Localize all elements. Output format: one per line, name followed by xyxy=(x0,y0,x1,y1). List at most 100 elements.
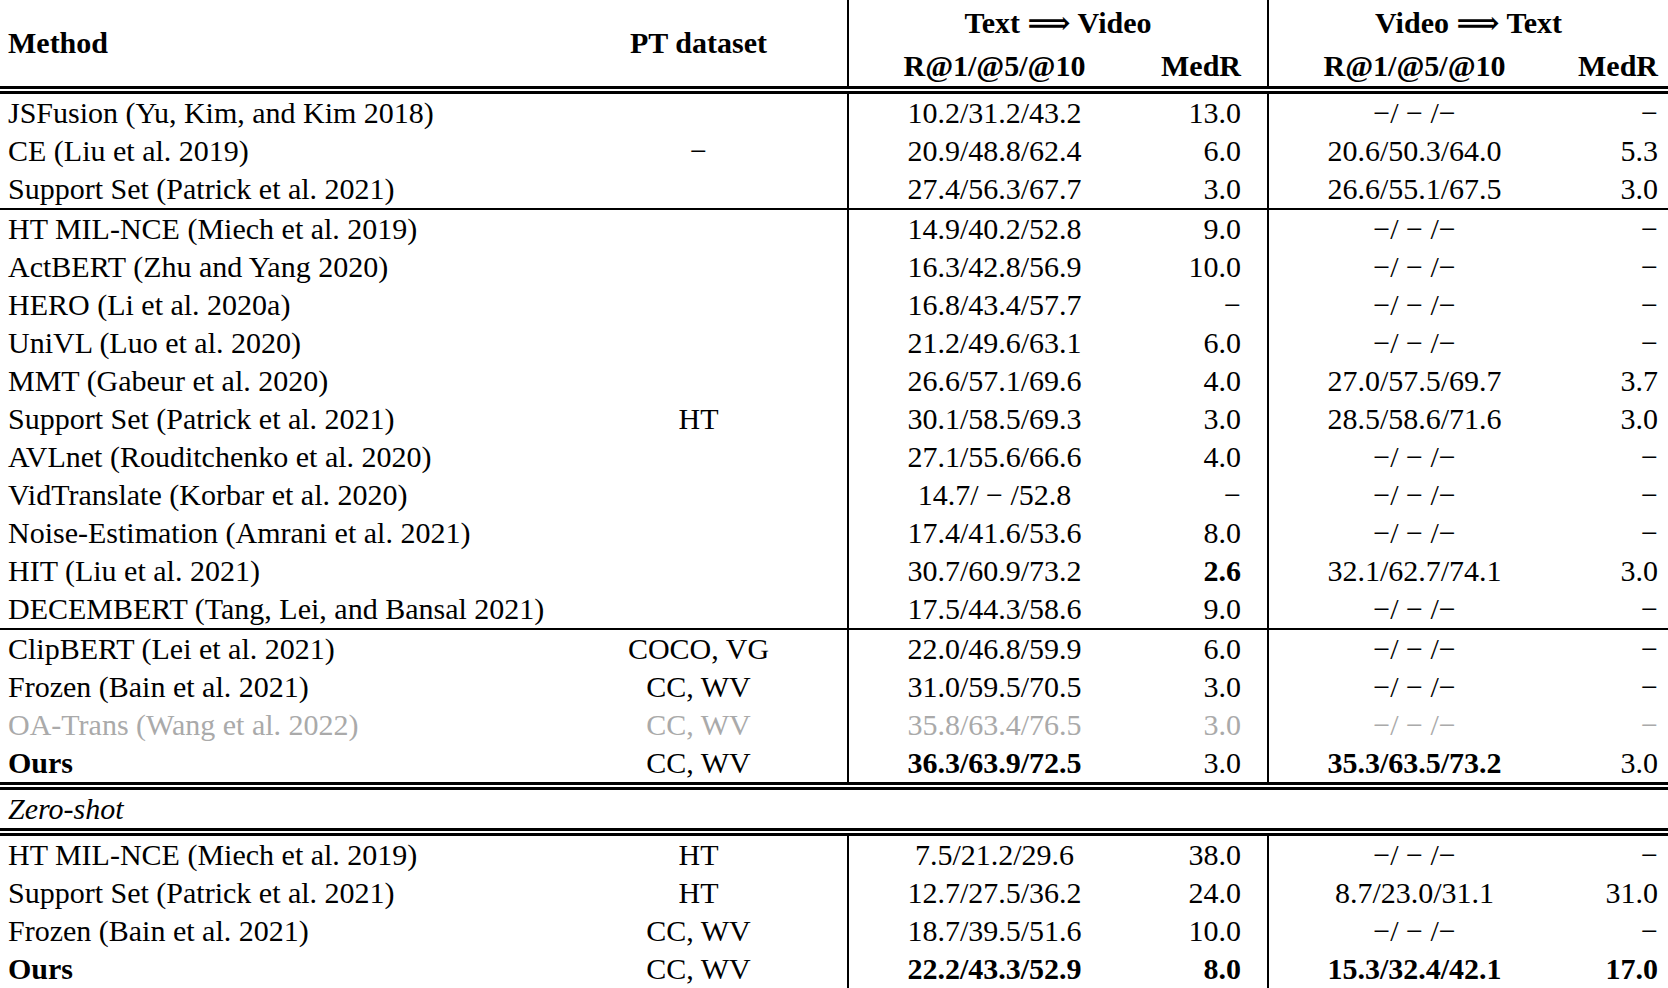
pt-dataset-cell: COCO, VG xyxy=(550,629,848,668)
method-cell: Support Set (Patrick et al. 2021) xyxy=(0,400,550,438)
table-row: JSFusion (Yu, Kim, and Kim 2018)10.2/31.… xyxy=(0,90,1668,132)
col-group-video-to-text: Video ⟹ Text xyxy=(1268,0,1668,45)
col-header-v2t-recall: R@1/@5/@10 xyxy=(1268,45,1560,90)
v2t-medr-cell: 3.0 xyxy=(1560,552,1668,590)
t2v-recall-cell: 31.0/59.5/70.5 xyxy=(848,668,1140,706)
t2v-medr-cell: 3.0 xyxy=(1140,170,1268,209)
v2t-medr-cell: − xyxy=(1560,668,1668,706)
t2v-medr-cell: 3.0 xyxy=(1140,744,1268,786)
col-header-v2t-medr: MedR xyxy=(1560,45,1668,90)
v2t-recall-cell: −/ − /− xyxy=(1268,286,1560,324)
pt-dataset-cell xyxy=(550,438,848,476)
t2v-medr-cell: 38.0 xyxy=(1140,832,1268,874)
t2v-recall-cell: 30.1/58.5/69.3 xyxy=(848,400,1140,438)
method-cell: VidTranslate (Korbar et al. 2020) xyxy=(0,476,550,514)
v2t-recall-cell: −/ − /− xyxy=(1268,668,1560,706)
t2v-recall-cell: 7.5/21.2/29.6 xyxy=(848,832,1140,874)
pt-dataset-cell xyxy=(550,90,848,132)
method-cell: Frozen (Bain et al. 2021) xyxy=(0,912,550,950)
header-group-row: Method PT dataset Text ⟹ Video Video ⟹ T… xyxy=(0,0,1668,45)
method-cell: Ours xyxy=(0,744,550,786)
t2v-medr-cell: 3.0 xyxy=(1140,706,1268,744)
v2t-recall-cell: 32.1/62.7/74.1 xyxy=(1268,552,1560,590)
t2v-recall-cell: 27.4/56.3/67.7 xyxy=(848,170,1140,209)
t2v-medr-cell: 6.0 xyxy=(1140,324,1268,362)
method-cell: HERO (Li et al. 2020a) xyxy=(0,286,550,324)
table-row: MMT (Gabeur et al. 2020)26.6/57.1/69.64.… xyxy=(0,362,1668,400)
v2t-recall-cell: −/ − /− xyxy=(1268,514,1560,552)
v2t-recall-cell: −/ − /− xyxy=(1268,476,1560,514)
v2t-medr-cell: − xyxy=(1560,324,1668,362)
v2t-medr-cell: − xyxy=(1560,912,1668,950)
table-header: Method PT dataset Text ⟹ Video Video ⟹ T… xyxy=(0,0,1668,90)
table-row: Frozen (Bain et al. 2021)CC, WV31.0/59.5… xyxy=(0,668,1668,706)
t2v-medr-cell: 24.0 xyxy=(1140,874,1268,912)
t2v-recall-cell: 16.3/42.8/56.9 xyxy=(848,248,1140,286)
table-row: Support Set (Patrick et al. 2021)HT30.1/… xyxy=(0,400,1668,438)
t2v-recall-cell: 21.2/49.6/63.1 xyxy=(848,324,1140,362)
t2v-medr-cell: 2.6 xyxy=(1140,552,1268,590)
zero-shot-section-label: Zero-shot xyxy=(0,786,1668,832)
col-header-t2v-medr: MedR xyxy=(1140,45,1268,90)
t2v-medr-cell: 3.0 xyxy=(1140,668,1268,706)
method-cell: UniVL (Luo et al. 2020) xyxy=(0,324,550,362)
t2v-recall-cell: 36.3/63.9/72.5 xyxy=(848,744,1140,786)
method-cell: Support Set (Patrick et al. 2021) xyxy=(0,874,550,912)
v2t-medr-cell: − xyxy=(1560,706,1668,744)
pt-dataset-cell xyxy=(550,286,848,324)
col-group-text-to-video: Text ⟹ Video xyxy=(848,0,1268,45)
v2t-medr-cell: − xyxy=(1560,629,1668,668)
method-cell: JSFusion (Yu, Kim, and Kim 2018) xyxy=(0,90,550,132)
t2v-medr-cell: 13.0 xyxy=(1140,90,1268,132)
table-row: OA-Trans (Wang et al. 2022)CC, WV35.8/63… xyxy=(0,706,1668,744)
t2v-medr-cell: 6.0 xyxy=(1140,132,1268,170)
method-cell: HT MIL-NCE (Miech et al. 2019) xyxy=(0,832,550,874)
v2t-medr-cell: − xyxy=(1560,832,1668,874)
table-row: UniVL (Luo et al. 2020) 21.2/49.6/63.16.0… xyxy=(0,324,1668,362)
t2v-medr-cell: − xyxy=(1140,476,1268,514)
method-cell: MMT (Gabeur et al. 2020) xyxy=(0,362,550,400)
t2v-medr-cell: 10.0 xyxy=(1140,912,1268,950)
t2v-recall-cell: 14.9/40.2/52.8 xyxy=(848,209,1140,248)
v2t-medr-cell: 3.0 xyxy=(1560,400,1668,438)
t2v-recall-cell: 27.1/55.6/66.6 xyxy=(848,438,1140,476)
table-row: HT MIL-NCE (Miech et al. 2019)14.9/40.2/… xyxy=(0,209,1668,248)
t2v-recall-cell: 17.4/41.6/53.6 xyxy=(848,514,1140,552)
v2t-recall-cell: 28.5/58.6/71.6 xyxy=(1268,400,1560,438)
table-row: ActBERT (Zhu and Yang 2020) 16.3/42.8/56.… xyxy=(0,248,1668,286)
method-cell: CE (Liu et al. 2019) xyxy=(0,132,550,170)
method-cell: Frozen (Bain et al. 2021) xyxy=(0,668,550,706)
col-header-t2v-recall: R@1/@5/@10 xyxy=(848,45,1140,90)
t2v-recall-cell: 22.0/46.8/59.9 xyxy=(848,629,1140,668)
t2v-medr-cell: 6.0 xyxy=(1140,629,1268,668)
pt-dataset-cell: CC, WV xyxy=(550,706,848,744)
col-header-method: Method xyxy=(0,0,550,90)
v2t-medr-cell: 3.7 xyxy=(1560,362,1668,400)
v2t-recall-cell: −/ − /− xyxy=(1268,324,1560,362)
table-row: ClipBERT (Lei et al. 2021)COCO, VG22.0/4… xyxy=(0,629,1668,668)
v2t-recall-cell: −/ − /− xyxy=(1268,209,1560,248)
t2v-medr-cell: 9.0 xyxy=(1140,209,1268,248)
pt-dataset-cell xyxy=(550,514,848,552)
table-row: DECEMBERT (Tang, Lei, and Bansal 2021)17… xyxy=(0,590,1668,629)
t2v-medr-cell: 4.0 xyxy=(1140,438,1268,476)
pt-dataset-cell: CC, WV xyxy=(550,744,848,786)
pt-dataset-cell: CC, WV xyxy=(550,950,848,988)
table-row: HERO (Li et al. 2020a)16.8/43.4/57.7−−/ … xyxy=(0,286,1668,324)
t2v-medr-cell: 4.0 xyxy=(1140,362,1268,400)
method-cell: Support Set (Patrick et al. 2021) xyxy=(0,170,550,209)
table-row: Noise-Estimation (Amrani et al. 2021)17.… xyxy=(0,514,1668,552)
pt-dataset-cell: HT xyxy=(550,832,848,874)
v2t-medr-cell: − xyxy=(1560,90,1668,132)
table-row: CE (Liu et al. 2019)−20.9/48.8/62.46.020… xyxy=(0,132,1668,170)
t2v-recall-cell: 30.7/60.9/73.2 xyxy=(848,552,1140,590)
method-cell: ActBERT (Zhu and Yang 2020) xyxy=(0,248,550,286)
v2t-medr-cell: 5.3 xyxy=(1560,132,1668,170)
col-header-pt-dataset: PT dataset xyxy=(550,0,848,90)
v2t-medr-cell: 31.0 xyxy=(1560,874,1668,912)
pt-dataset-cell xyxy=(550,590,848,629)
method-cell: ClipBERT (Lei et al. 2021) xyxy=(0,629,550,668)
t2v-medr-cell: 8.0 xyxy=(1140,950,1268,988)
v2t-recall-cell: −/ − /− xyxy=(1268,590,1560,629)
v2t-medr-cell: − xyxy=(1560,438,1668,476)
